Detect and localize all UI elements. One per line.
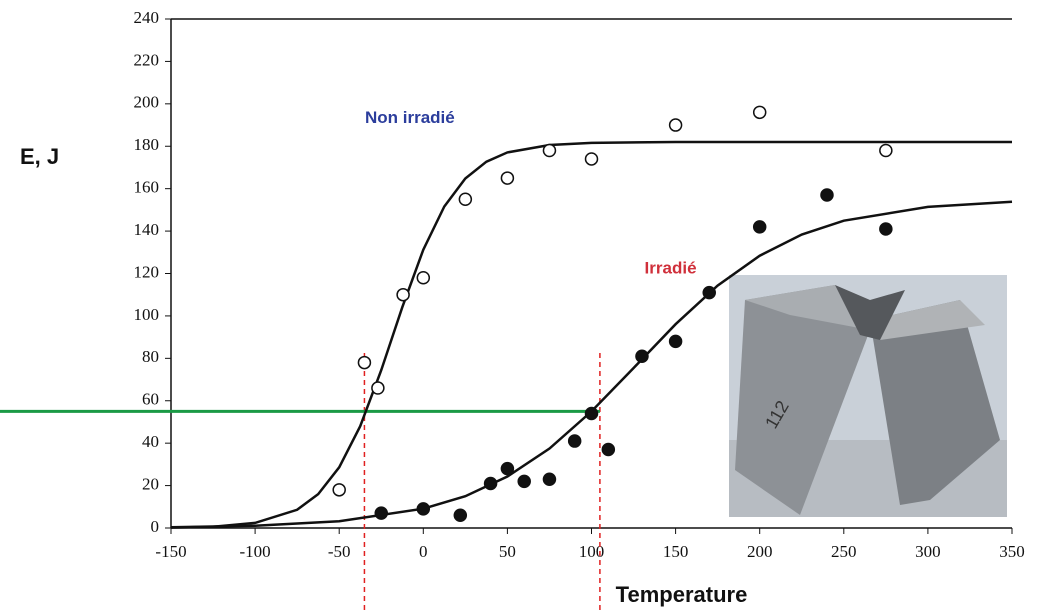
- data-point: [371, 381, 385, 395]
- data-point: [416, 502, 431, 516]
- data-point: [542, 472, 557, 486]
- data-point: [567, 434, 582, 448]
- data-point: [517, 474, 531, 489]
- data-point: [453, 508, 468, 523]
- photo: 112: [729, 275, 1007, 517]
- y-tick-label: 120: [134, 262, 160, 281]
- x-tick-label: 100: [579, 542, 605, 561]
- data-point: [542, 143, 557, 158]
- data-point: [416, 270, 431, 285]
- data-point: [668, 334, 683, 349]
- data-point: [374, 506, 388, 520]
- x-tick-label: 250: [831, 542, 857, 561]
- data-point: [584, 152, 599, 166]
- data-point: [500, 461, 515, 476]
- x-tick-label: 50: [499, 542, 516, 561]
- x-tick-label: -100: [240, 542, 271, 561]
- x-tick-label: -150: [155, 542, 186, 561]
- x-tick-label: 150: [663, 542, 689, 561]
- data-point: [879, 222, 893, 236]
- x-tick-label: -50: [328, 542, 351, 561]
- y-tick-label: 140: [134, 220, 160, 239]
- y-tick-label: 40: [142, 432, 159, 451]
- y-tick-label: 0: [151, 517, 160, 536]
- y-axis-label: E, J: [20, 144, 59, 169]
- y-tick-label: 60: [142, 390, 159, 409]
- fit-curve: [170, 140, 1012, 529]
- series-label: Non irradié: [365, 108, 455, 127]
- data-point: [357, 355, 372, 370]
- y-tick-label: 220: [134, 50, 160, 69]
- x-tick-label: 350: [999, 542, 1025, 561]
- data-point: [702, 285, 716, 300]
- data-point: [601, 442, 616, 457]
- data-point: [584, 406, 599, 421]
- data-point: [635, 349, 649, 363]
- y-tick-label: 180: [134, 135, 160, 154]
- y-tick-label: 100: [134, 305, 160, 324]
- data-point: [820, 188, 834, 202]
- series-label: Irradié: [645, 259, 697, 278]
- data-point: [500, 171, 515, 185]
- y-tick-label: 20: [142, 474, 159, 493]
- x-tick-label: 200: [747, 542, 773, 561]
- data-point: [879, 143, 893, 158]
- y-tick-label: 200: [134, 93, 160, 112]
- data-point: [752, 105, 767, 120]
- data-point: [668, 118, 683, 132]
- y-tick-label: 240: [134, 8, 160, 27]
- data-point: [483, 476, 498, 491]
- data-point: [458, 192, 473, 207]
- x-tick-label: 0: [419, 542, 428, 561]
- x-tick-label: 300: [915, 542, 941, 561]
- data-point: [752, 220, 767, 234]
- data-point: [332, 483, 346, 497]
- y-tick-label: 80: [142, 347, 159, 366]
- x-axis-label: Temperature: [616, 582, 748, 607]
- data-point: [396, 287, 410, 302]
- y-tick-label: 160: [134, 178, 160, 197]
